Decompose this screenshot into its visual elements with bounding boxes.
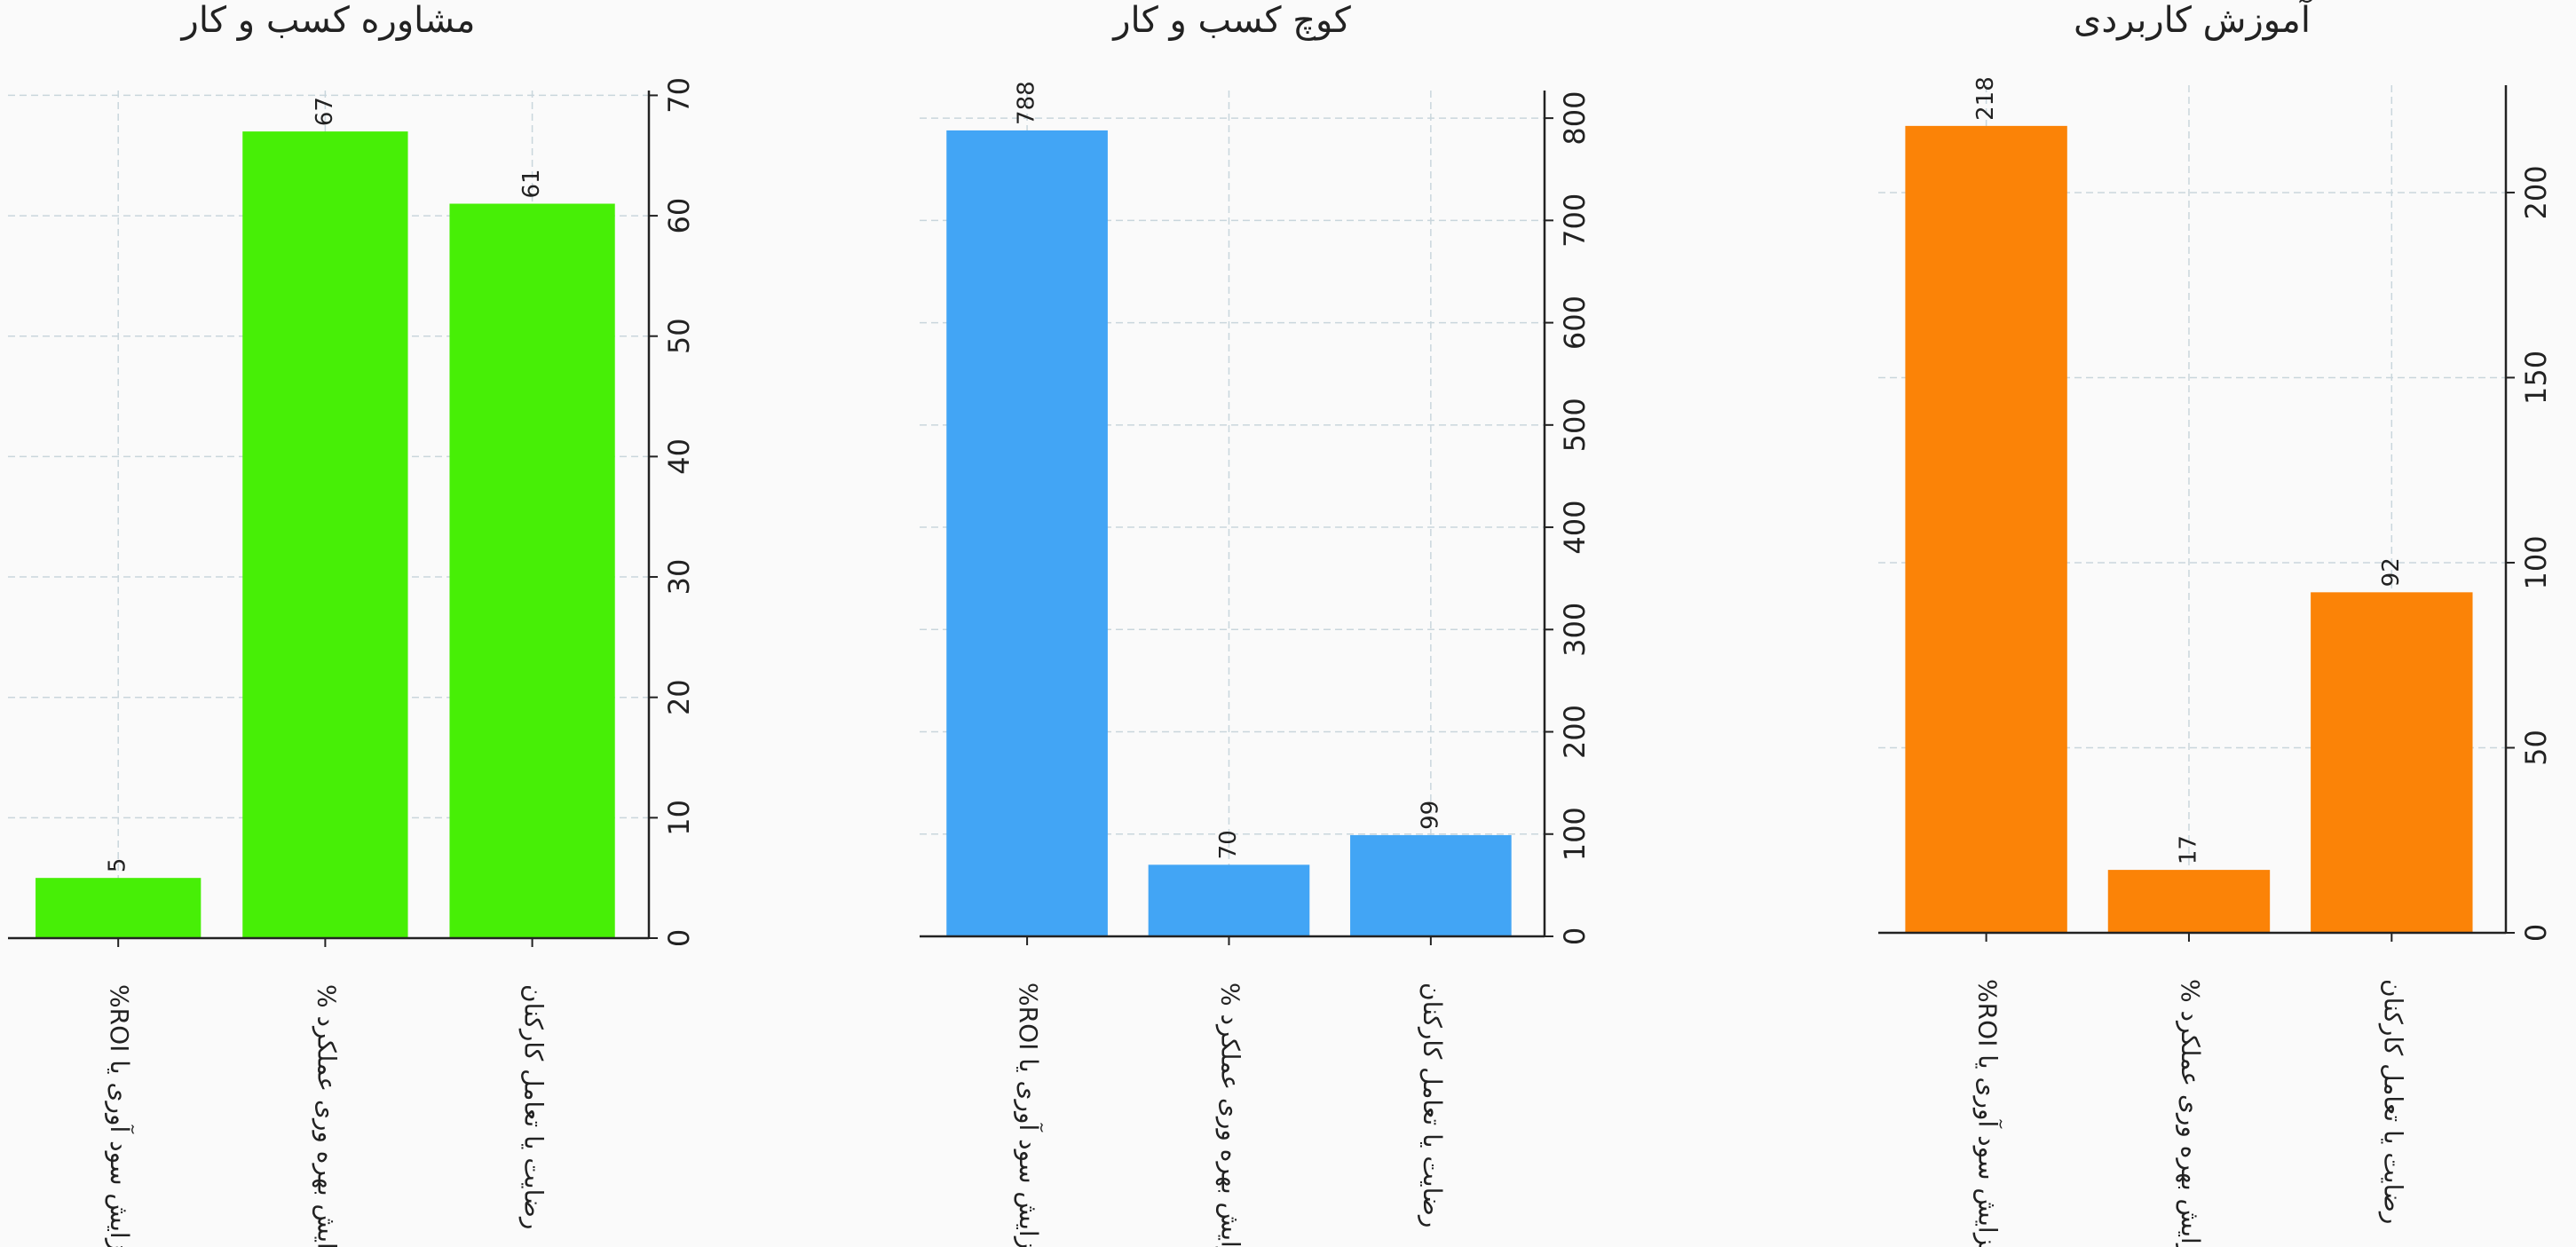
value-label: 218 [1972,76,1999,121]
value-label: 67 [312,97,338,126]
x-tick-label: افزایش بهره وری عملکرد % [312,984,341,1247]
x-tick-label: افزایش بهره وری عملکرد % [1215,983,1245,1247]
y-tick-label: 0 [662,929,696,947]
y-tick-label: 400 [1558,501,1592,555]
bar [2107,870,2271,933]
y-tick-label: 0 [1558,927,1592,945]
chart-title: آموزش کاربردی [2074,0,2312,41]
bar [1350,834,1512,936]
x-tick-label: رضایت یا تعامل کارکنان [519,984,549,1229]
value-label: 17 [2175,835,2201,864]
x-tick-label: افزایش سود آوری یا ROI% [105,984,134,1247]
chart-title: کوچ کسب و کار [1111,0,1351,41]
y-tick-label: 150 [2519,351,2553,405]
y-tick-label: 200 [2519,165,2553,219]
y-tick-label: 500 [1558,398,1592,452]
chart-title: مشاوره کسب و کار [180,0,476,41]
y-tick-label: 60 [662,198,696,234]
bar [242,131,408,938]
y-tick-label: 300 [1558,603,1592,657]
bar [36,878,201,938]
bar [946,130,1108,936]
y-tick-label: 70 [662,77,696,114]
y-tick-label: 50 [662,318,696,354]
x-tick-label: افزایش سود آوری یا ROI% [1014,983,1043,1247]
y-tick-label: 100 [2519,535,2553,589]
bar [1905,125,2067,934]
value-label: 70 [1215,830,1242,859]
bar [1148,864,1310,936]
x-tick-label: افزایش سود آوری یا ROI% [1973,979,2003,1247]
y-tick-label: 600 [1558,296,1592,350]
value-label: 99 [1417,801,1443,830]
value-label: 92 [2378,557,2405,587]
y-tick-label: 20 [662,679,696,715]
y-tick-label: 10 [662,800,696,836]
value-label: 5 [105,858,131,873]
y-tick-label: 30 [662,559,696,596]
value-label: 61 [518,169,545,198]
value-label: 788 [1014,81,1040,125]
x-tick-label: افزایش بهره وری عملکرد % [2176,979,2205,1247]
bar [449,203,615,938]
y-tick-label: 700 [1558,193,1592,248]
y-tick-label: 200 [1558,705,1592,759]
x-tick-label: رضایت یا تعامل کارکنان [2378,979,2407,1224]
y-tick-label: 800 [1558,91,1592,146]
y-tick-label: 50 [2519,730,2553,766]
y-tick-label: 0 [2519,924,2553,942]
bar [2311,592,2473,933]
y-tick-label: 40 [662,438,696,475]
x-tick-label: رضایت یا تعامل کارکنان [1418,983,1447,1227]
y-tick-label: 100 [1558,807,1592,861]
